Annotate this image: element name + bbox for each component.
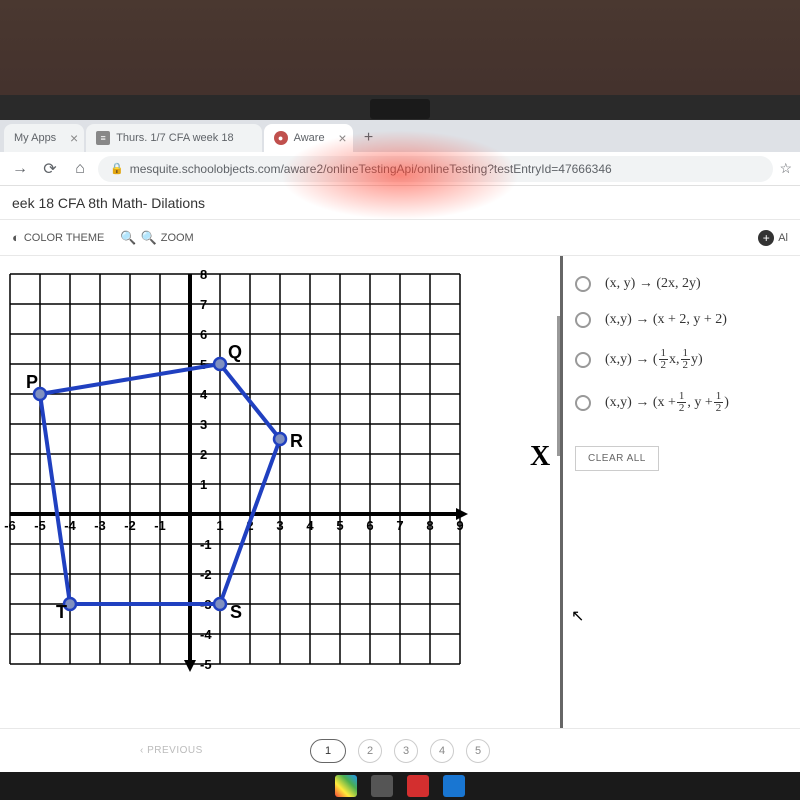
- x-axis-label: X: [530, 441, 550, 473]
- url-bar[interactable]: 🔒 mesquite.schoolobjects.com/aware2/onli…: [98, 156, 773, 182]
- graph-area: -6-5-4-3-2-1123456789-5-4-3-2-112345678P…: [0, 256, 560, 728]
- home-button[interactable]: ⌂: [68, 157, 92, 181]
- svg-text:8: 8: [200, 267, 207, 282]
- radio-button[interactable]: [575, 276, 591, 292]
- close-icon[interactable]: ×: [70, 130, 78, 146]
- add-button[interactable]: + Al: [758, 230, 788, 246]
- answer-option-d[interactable]: (x,y) → (x + 12 , y + 12 ): [575, 391, 788, 414]
- svg-text:4: 4: [306, 518, 314, 533]
- svg-text:1: 1: [200, 477, 207, 492]
- svg-text:Q: Q: [228, 342, 242, 362]
- screen-content: My Apps × ≡ Thurs. 1/7 CFA week 18 ● Awa…: [0, 120, 800, 800]
- answer-option-a[interactable]: (x, y) → (2x, 2y): [575, 276, 788, 292]
- option-text: (x,y) → (x + 2, y + 2): [605, 312, 727, 328]
- browser-tabs: My Apps × ≡ Thurs. 1/7 CFA week 18 ● Awa…: [0, 120, 800, 152]
- lock-icon: 🔒: [110, 162, 124, 175]
- forward-button[interactable]: →: [8, 157, 32, 181]
- svg-text:P: P: [26, 372, 38, 392]
- app-icon[interactable]: [371, 775, 393, 797]
- svg-text:S: S: [230, 602, 242, 622]
- webcam: [370, 99, 430, 119]
- svg-text:-3: -3: [94, 518, 106, 533]
- tab-label: My Apps: [14, 132, 56, 144]
- svg-text:T: T: [56, 602, 67, 622]
- svg-text:1: 1: [216, 518, 223, 533]
- option-text: (x,y) → (x + 12 , y + 12 ): [605, 391, 729, 414]
- svg-text:8: 8: [426, 518, 433, 533]
- zoom-in-icon[interactable]: 🔍: [141, 230, 157, 246]
- scrollbar[interactable]: [557, 316, 560, 456]
- page-title: eek 18 CFA 8th Math- Dilations: [0, 186, 800, 220]
- favicon-icon: ●: [274, 131, 288, 145]
- zoom-out-icon[interactable]: 🔍: [120, 230, 136, 246]
- zoom-controls[interactable]: 🔍 🔍 ZOOM: [120, 230, 193, 246]
- svg-text:-2: -2: [200, 567, 212, 582]
- question-3[interactable]: 3: [394, 739, 418, 763]
- tab-label: Thurs. 1/7 CFA week 18: [116, 132, 233, 144]
- svg-text:R: R: [290, 431, 303, 451]
- question-1[interactable]: 1: [310, 739, 346, 763]
- svg-text:5: 5: [336, 518, 343, 533]
- tab-aware[interactable]: ● Aware ×: [264, 124, 353, 152]
- answer-option-b[interactable]: (x,y) → (x + 2, y + 2): [575, 312, 788, 328]
- svg-text:-4: -4: [200, 627, 212, 642]
- radio-button[interactable]: [575, 352, 591, 368]
- tab-label: Aware: [294, 132, 325, 144]
- svg-text:6: 6: [366, 518, 373, 533]
- svg-text:-1: -1: [154, 518, 166, 533]
- option-text: (x,y) → ( 12 x, 12 y): [605, 348, 703, 371]
- tab-cfa-week[interactable]: ≡ Thurs. 1/7 CFA week 18: [86, 124, 261, 152]
- close-icon[interactable]: ×: [338, 130, 346, 146]
- answer-option-c[interactable]: (x,y) → ( 12 x, 12 y): [575, 348, 788, 371]
- radio-button[interactable]: [575, 312, 591, 328]
- svg-text:9: 9: [456, 518, 463, 533]
- new-tab-button[interactable]: +: [355, 124, 383, 152]
- radio-button[interactable]: [575, 395, 591, 411]
- svg-text:2: 2: [200, 447, 207, 462]
- question-nav: ‹ PREVIOUS 1 2 3 4 5: [0, 728, 800, 772]
- question-4[interactable]: 4: [430, 739, 454, 763]
- plus-icon: +: [758, 230, 774, 246]
- palette-icon: ◐: [12, 230, 20, 245]
- question-5[interactable]: 5: [466, 739, 490, 763]
- coordinate-grid: -6-5-4-3-2-1123456789-5-4-3-2-112345678P…: [0, 264, 490, 674]
- svg-text:-2: -2: [124, 518, 136, 533]
- url-text: mesquite.schoolobjects.com/aware2/online…: [130, 162, 612, 176]
- reload-button[interactable]: ⟳: [38, 157, 62, 181]
- app-icon[interactable]: [443, 775, 465, 797]
- svg-text:-4: -4: [64, 518, 76, 533]
- color-theme-button[interactable]: ◐ COLOR THEME: [12, 230, 104, 245]
- bookmark-icon[interactable]: ☆: [779, 160, 792, 177]
- svg-text:7: 7: [200, 297, 207, 312]
- toolbar: ◐ COLOR THEME 🔍 🔍 ZOOM + Al: [0, 220, 800, 256]
- clear-all-button[interactable]: CLEAR ALL: [575, 446, 659, 471]
- favicon-icon: ≡: [96, 131, 110, 145]
- svg-text:-5: -5: [34, 518, 46, 533]
- svg-text:3: 3: [276, 518, 283, 533]
- question-2[interactable]: 2: [358, 739, 382, 763]
- tab-my-apps[interactable]: My Apps ×: [4, 124, 84, 152]
- taskbar: [0, 772, 800, 800]
- url-bar-row: → ⟳ ⌂ 🔒 mesquite.schoolobjects.com/aware…: [0, 152, 800, 186]
- svg-text:6: 6: [200, 327, 207, 342]
- svg-text:3: 3: [200, 417, 207, 432]
- svg-text:-5: -5: [200, 657, 212, 672]
- answers-panel: (x, y) → (2x, 2y) (x,y) → (x + 2, y + 2)…: [560, 256, 800, 728]
- previous-button[interactable]: ‹ PREVIOUS: [140, 745, 203, 756]
- option-text: (x, y) → (2x, 2y): [605, 276, 701, 292]
- app-icon[interactable]: [407, 775, 429, 797]
- svg-text:-6: -6: [4, 518, 16, 533]
- svg-text:4: 4: [200, 387, 208, 402]
- chrome-icon[interactable]: [335, 775, 357, 797]
- svg-text:-1: -1: [200, 537, 212, 552]
- content-area: ↖ -6-5-4-3-2-1123456789-5-4-3-2-11234567…: [0, 256, 800, 728]
- svg-text:7: 7: [396, 518, 403, 533]
